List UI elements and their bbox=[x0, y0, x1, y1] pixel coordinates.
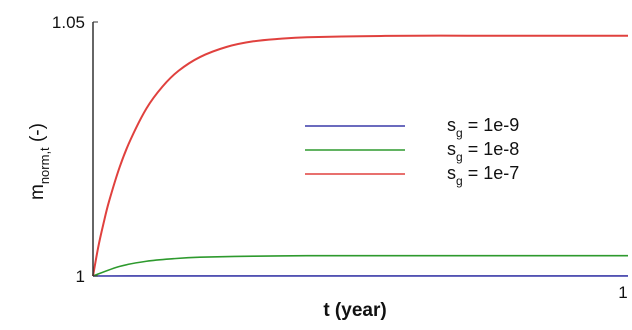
series-line-2 bbox=[93, 256, 628, 276]
y-tick-label: 1.05 bbox=[52, 13, 85, 32]
y-axis-label-suffix: (-) bbox=[27, 123, 48, 147]
x-axis-label: t (year) bbox=[323, 300, 386, 321]
y-axis-label-subscript: norm,t bbox=[37, 147, 52, 184]
legend-label-1: sg = 1e-9 bbox=[447, 115, 519, 140]
legend-label-subscript: g bbox=[456, 126, 463, 140]
legend-label-base: s bbox=[447, 163, 456, 183]
legend-label-base: s bbox=[447, 115, 456, 135]
legend-label-value: = 1e-8 bbox=[463, 139, 520, 159]
legend-label-value: = 1e-7 bbox=[463, 163, 520, 183]
legend-label-3: sg = 1e-7 bbox=[447, 163, 519, 188]
series-line-3 bbox=[93, 36, 628, 276]
legend-label-subscript: g bbox=[456, 150, 463, 164]
y-axis-label: mnorm,t (-) bbox=[27, 123, 52, 200]
legend: sg = 1e-9sg = 1e-8sg = 1e-7 bbox=[305, 115, 519, 188]
legend-label-subscript: g bbox=[456, 174, 463, 188]
tick-labels: 1 1.05 1 bbox=[52, 13, 628, 302]
y-tick-label: 1 bbox=[76, 267, 85, 286]
y-axis-label-base: m bbox=[27, 184, 48, 200]
x-tick-label: 1 bbox=[618, 283, 627, 302]
legend-label-value: = 1e-9 bbox=[463, 115, 520, 135]
series-layer bbox=[93, 36, 628, 276]
legend-label-2: sg = 1e-8 bbox=[447, 139, 519, 164]
legend-label-base: s bbox=[447, 139, 456, 159]
